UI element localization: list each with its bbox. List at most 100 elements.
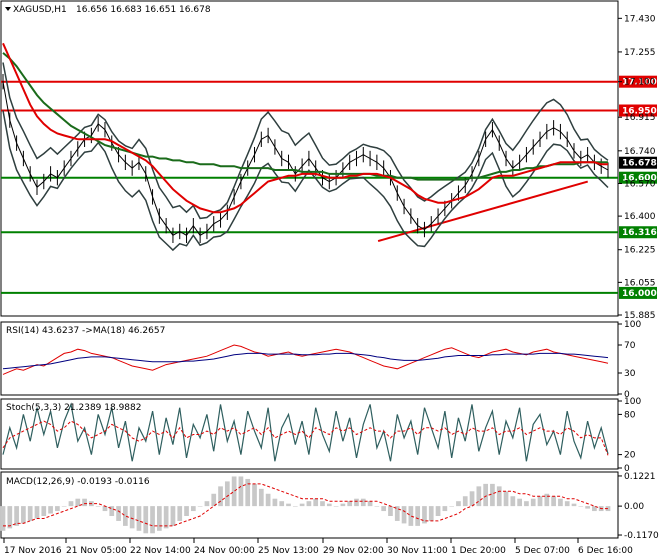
- price-y-tick-label: 16.915: [624, 113, 656, 123]
- x-tick-label: 5 Dec 07:00: [515, 546, 570, 556]
- level-badge: [619, 75, 657, 88]
- macd-histogram-bar: [95, 506, 101, 507]
- macd-histogram-bar: [136, 506, 142, 531]
- macd-histogram-bar: [218, 486, 223, 507]
- macd-histogram-bar: [197, 506, 203, 507]
- x-tick-label: 24 Nov 00:00: [194, 546, 255, 556]
- x-tick-label: 22 Nov 14:00: [130, 546, 191, 556]
- price-y-axis: 17.430 17.255 17.100 16.915 16.740 16.570 16.4…: [618, 14, 657, 321]
- macd-histogram-bar: [476, 486, 482, 507]
- level-label: 16.600: [622, 174, 657, 184]
- stoch-panel-frame: [0, 398, 619, 470]
- macd-histogram-bar: [537, 496, 543, 507]
- macd-histogram-bar: [102, 506, 108, 512]
- macd-histogram-bar: [177, 506, 183, 521]
- macd-histogram-bar: [320, 501, 325, 507]
- time-x-axis: 17 Nov 2016 21 Nov 05:00 22 Nov 14:00 24 No…: [3, 538, 633, 556]
- macd-histogram-bar: [367, 501, 373, 507]
- macd-histogram-bar: [48, 506, 53, 514]
- macd-histogram-bar: [388, 506, 393, 516]
- macd-histogram-bar: [68, 501, 74, 507]
- macd-histogram-bar: [592, 506, 597, 512]
- stoch-y-tick-label: 0: [624, 464, 630, 474]
- macd-histogram-bar: [462, 496, 468, 507]
- macd-histogram-bar: [143, 506, 149, 534]
- macd-histogram-bar: [27, 506, 33, 521]
- dropdown-triangle-icon[interactable]: [5, 7, 11, 11]
- macd-histogram-bar: [7, 506, 13, 529]
- rsi-y-tick-label: 30: [624, 369, 636, 379]
- price-y-tick-label: 16.570: [624, 179, 656, 189]
- macd-histogram-bar: [524, 501, 529, 507]
- rsi-y-tick-label: 0: [624, 390, 630, 400]
- stoch-title: Stoch(5,3,3) 21.2389 18.9882: [6, 403, 141, 413]
- macd-histogram-bar: [306, 501, 312, 507]
- macd-histogram-bar: [75, 498, 81, 507]
- macd-histogram-bar: [428, 506, 434, 521]
- macd-histogram-bar: [333, 506, 339, 507]
- stoch-panel[interactable]: 100 80 20 0 Stoch(5,3,3) 21.2389 18.9882: [0, 397, 641, 474]
- macd-histogram-bar: [245, 478, 251, 507]
- macd-histogram-bar: [503, 491, 509, 507]
- x-tick-label: 30 Nov 11:00: [387, 546, 448, 556]
- macd-y-tick-label: -0.1170: [624, 531, 659, 541]
- symbol-label: XAGUSD,H1: [13, 5, 67, 15]
- macd-histogram-bar: [286, 503, 291, 507]
- macd-y-tick-label: 0.1221: [624, 472, 656, 482]
- stoch-y-tick-label: 100: [624, 397, 641, 407]
- macd-histogram-bar: [605, 506, 611, 512]
- macd-panel[interactable]: 0.1221 0.00 -0.1170 MACD(12,26,9) -0.0193 …: [0, 471, 659, 541]
- macd-histogram-bar: [129, 506, 135, 529]
- macd-histogram-bar: [490, 483, 495, 507]
- macd-histogram-bar: [116, 506, 121, 521]
- macd-histogram-bar: [14, 506, 19, 526]
- macd-histogram-bar: [204, 501, 210, 507]
- macd-histogram-bar: [558, 498, 563, 507]
- macd-histogram-bar: [442, 506, 448, 512]
- macd-histogram-bar: [394, 506, 400, 521]
- macd-histogram-bar: [109, 506, 115, 516]
- macd-histogram-bar: [585, 506, 590, 509]
- level-badge: [619, 171, 657, 184]
- macd-histogram-bar: [190, 506, 196, 512]
- rsi-series: [2, 344, 609, 375]
- macd-y-tick-label: 0.00: [624, 502, 644, 512]
- x-tick-label: 29 Nov 02:00: [323, 546, 384, 556]
- rsi-ma-line: [2, 352, 609, 370]
- macd-histogram-bar: [456, 501, 461, 507]
- x-tick-label: 25 Nov 13:00: [258, 546, 319, 556]
- macd-histogram-bar: [347, 501, 353, 507]
- rsi-panel[interactable]: 100 70 30 0 RSI(14) 43.6237 ->MA(18) 46.265…: [0, 320, 641, 400]
- level-label: 17.100: [622, 78, 657, 88]
- macd-histogram-bar: [435, 506, 441, 516]
- macd-signal-line: [3, 483, 608, 527]
- macd-histogram-bar: [551, 496, 556, 507]
- macd-histogram-bar: [231, 476, 237, 507]
- rsi-line: [2, 344, 609, 375]
- price-series: [2, 42, 609, 252]
- macd-histogram-bar: [483, 483, 488, 507]
- macd-histogram-bar: [326, 503, 332, 507]
- horizontal-levels: 17.100 16.950 16.600 16.316 16.000: [1, 75, 657, 299]
- macd-histogram-bar: [422, 506, 427, 524]
- macd-histogram-bar: [150, 506, 155, 534]
- macd-histogram-bar: [21, 506, 26, 524]
- macd-histogram-bar: [258, 488, 264, 507]
- rsi-y-tick-label: 70: [624, 341, 636, 351]
- macd-histogram-bar: [469, 491, 475, 507]
- macd-histogram-bar: [415, 506, 421, 526]
- macd-histogram-bar: [272, 498, 278, 507]
- stoch-y-axis: 100 80 20 0: [618, 397, 641, 474]
- x-tick-label: 17 Nov 2016: [4, 546, 62, 556]
- x-tick-label: 21 Nov 05:00: [66, 546, 127, 556]
- price-y-tick-label: 16.225: [624, 246, 656, 256]
- price-y-tick-label: 17.255: [624, 48, 656, 58]
- macd-histogram-bar: [55, 506, 60, 512]
- macd-histogram-bar: [408, 506, 414, 526]
- macd-histogram-bar: [340, 503, 346, 507]
- level-label: 16.316: [622, 228, 657, 238]
- macd-histogram-bar: [252, 483, 257, 507]
- macd-histogram-bar: [123, 506, 128, 526]
